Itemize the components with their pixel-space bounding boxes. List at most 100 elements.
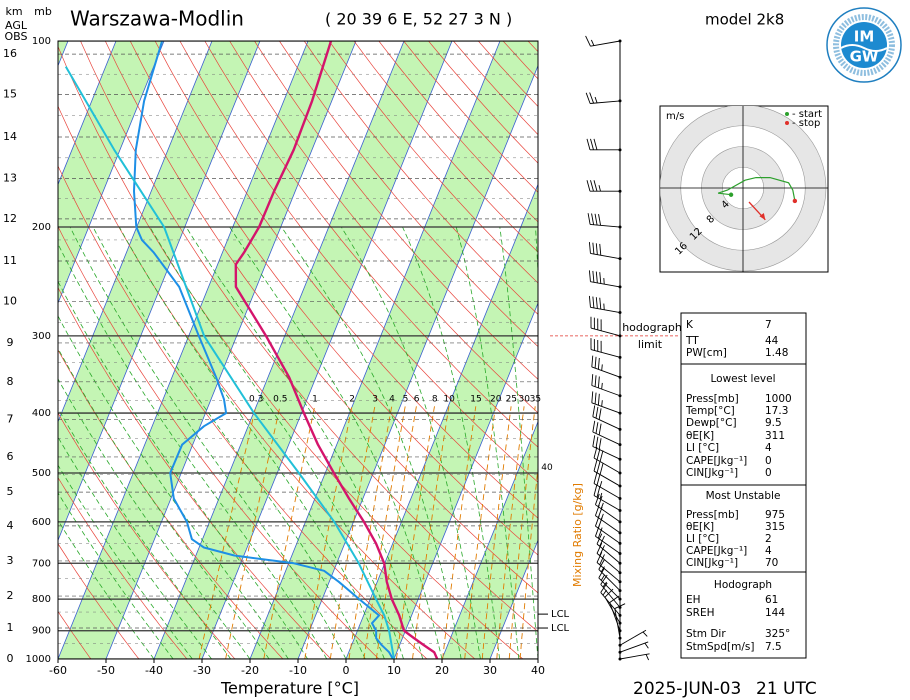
y2-tick-label: 0 [7,652,14,665]
barb-feather [598,438,602,450]
barb-feather [591,213,595,225]
barb-half-feather [600,574,605,581]
barb-staff [595,504,621,523]
barb-feather [590,180,594,192]
isotherm [58,41,117,186]
barb-feather [597,357,600,370]
isotherm [58,41,165,305]
y2-tick-label: 1 [7,621,14,634]
mixing-ratio-line [412,406,450,659]
barb-half-feather [601,364,603,371]
barb-feather [592,270,595,283]
index-label: θE[K] [686,521,714,533]
station-coords: ( 20 39 6 E, 52 27 3 N ) [325,10,512,29]
x-tick-label: 30 [483,664,497,677]
index-value: 315 [765,521,785,533]
index-value: 2 [765,533,772,545]
wind-barb [585,92,622,104]
x-tick-label: 40 [531,664,545,677]
wind-barb [593,484,622,512]
y-tick-label: 800 [32,594,51,605]
index-value: 0 [765,455,772,467]
index-label: LI [°C] [686,533,719,545]
index-label: Dewp[°C] [686,417,737,429]
wind-barb [618,653,650,661]
mixing-ratio-line [396,406,435,659]
plot-data [64,41,439,659]
barb-feather [591,355,594,368]
moist-adiabat [92,226,366,659]
barb-feather [609,595,620,603]
mixing-ratio-line [304,406,353,659]
moist-adiabat [58,243,328,659]
mixing-ratio-label: 20 [490,394,502,404]
barb-feather [585,92,591,104]
station-title: Warszawa-Modlin [70,7,244,31]
dry-adiabat [303,41,538,315]
barb-feather [614,603,626,609]
index-value: 1.48 [765,347,788,359]
mixing-ratio-line [375,406,417,659]
barb-feather [597,527,603,539]
wind-barb [585,35,622,47]
index-value: 975 [765,509,785,521]
mixing-ratio-label: 3 [372,394,378,404]
index-label: SREH [686,607,715,619]
barb-feather [595,243,598,255]
barb-feather [593,459,598,472]
isotherm-band [58,41,356,659]
barb-feather [597,376,600,388]
model-name: model 2k8 [705,11,784,29]
time: 21 UTC [756,679,817,699]
barb-half-feather [642,631,648,637]
y2-tick-label: 7 [7,413,14,426]
dry-adiabat [229,41,538,414]
index-label: Temp[°C] [685,405,735,417]
section-title: Lowest level [710,373,775,385]
isotherm [489,539,538,659]
barb-feather [595,525,600,537]
barb-feather [596,486,601,498]
y-tick-label: 700 [32,558,51,569]
x-tick-label: 20 [435,664,449,677]
barb-staff [593,495,621,511]
mixing-ratio-line [508,406,536,659]
km-header: km [5,5,22,18]
y2-tick-label: 12 [3,212,17,225]
index-label: TT [685,335,699,347]
agl-header: AGL [5,19,28,32]
y2-tick-label: 16 [3,47,17,60]
logo-text: IM [854,28,875,46]
dry-adiabat [80,41,538,633]
wind-barb [618,629,648,647]
barb-feather [596,542,603,554]
barb-half-feather [602,589,607,596]
index-label: θE[K] [686,430,714,442]
barb-feather [599,272,602,284]
isotherm-band [154,41,452,659]
mixing-ratio-line [348,406,393,659]
index-value: 7 [765,319,772,331]
y2-tick-label: 3 [7,554,14,567]
dry-adiabat [58,225,380,659]
barb-half-feather [598,185,601,192]
barb-feather [593,446,598,459]
hodograph-start [728,192,734,197]
wind-barb [593,472,622,501]
barb-feather [599,554,605,565]
dry-adiabat [58,412,236,659]
barb-feather [595,422,599,434]
profile-line [234,41,439,659]
hodograph-curve [717,177,796,202]
barb-staff [619,629,647,646]
wind-barb [588,242,622,261]
wind-barb [588,295,622,315]
index-value: 0 [765,467,772,479]
barb-feather [598,559,605,570]
barb-feather [599,297,602,310]
mixing-ratio-label: 40 [541,463,553,473]
mixing-ratio-label: 6 [414,394,420,404]
y2-tick-label: 11 [3,254,17,267]
y-tick-label: 1000 [26,654,51,665]
